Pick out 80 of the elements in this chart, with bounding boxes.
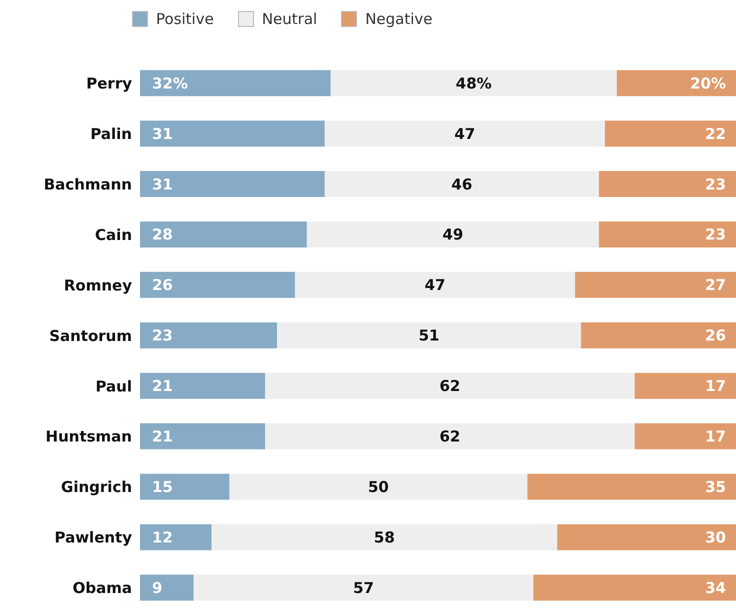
data-label: 35 [705, 478, 726, 496]
bar [277, 322, 582, 348]
data-label: 62 [439, 377, 460, 396]
data-label: 9 [152, 578, 162, 597]
data-label: 28 [152, 226, 173, 244]
bar [533, 574, 736, 601]
data-label: 51 [418, 326, 440, 345]
bar [330, 70, 617, 96]
y-tick-label: Pawlenty [54, 528, 132, 547]
legend-label: Positive [155, 10, 214, 28]
bar [229, 474, 528, 500]
bar [616, 70, 736, 96]
data-label: 62 [439, 428, 460, 446]
data-label: 23 [705, 175, 726, 194]
bar [581, 322, 736, 348]
bar [557, 524, 736, 550]
bar [140, 171, 325, 198]
data-label: 12 [152, 528, 173, 546]
data-label: 34 [705, 578, 726, 597]
bar [194, 574, 534, 601]
bar [265, 372, 635, 399]
bar [324, 120, 605, 147]
data-label: 31 [152, 124, 173, 143]
data-label: 15 [152, 478, 173, 496]
bar [140, 524, 212, 550]
y-tick-label: Palin [90, 125, 132, 144]
bar [140, 120, 325, 147]
data-label: 21 [152, 428, 173, 446]
data-label: 57 [353, 578, 374, 597]
data-label: 21 [152, 377, 173, 396]
data-label: 17 [705, 428, 726, 446]
bar [140, 70, 331, 96]
data-label: 32% [152, 74, 188, 92]
legend-label: Neutral [260, 10, 318, 28]
bar [140, 574, 194, 601]
bar [140, 322, 278, 348]
y-tick-label: Cain [95, 226, 132, 244]
y-tick-label: Paul [95, 377, 132, 396]
data-label: 48% [456, 74, 492, 92]
bar [598, 221, 736, 248]
bar [634, 423, 736, 450]
data-label: 17 [705, 377, 726, 396]
bar [140, 423, 266, 450]
y-tick-label: Huntsman [46, 428, 132, 446]
data-label: 50 [368, 478, 389, 496]
data-label: 47 [424, 276, 446, 294]
data-label: 23 [152, 326, 173, 345]
data-label: 26 [152, 276, 173, 294]
bar [140, 372, 266, 399]
y-tick-label: Gingrich [61, 478, 132, 496]
bar [265, 423, 635, 450]
data-label: 20% [690, 74, 726, 92]
bar [575, 272, 736, 298]
bar [527, 474, 736, 500]
bar [604, 120, 736, 147]
y-tick-label: Obama [72, 579, 132, 598]
y-tick-label: Bachmann [44, 175, 132, 194]
data-label: 31 [152, 175, 173, 194]
y-tick-label: Romney [64, 276, 132, 294]
bar [140, 474, 230, 500]
data-label: 27 [705, 276, 726, 294]
data-label: 47 [454, 124, 476, 143]
y-tick-label: Santorum [49, 326, 132, 345]
data-label: 49 [442, 226, 464, 244]
legend-label: Negative [364, 10, 433, 28]
data-label: 23 [705, 226, 726, 244]
data-label: 46 [451, 175, 472, 194]
data-label: 30 [705, 528, 726, 546]
bar [634, 372, 736, 399]
data-label: 22 [705, 124, 726, 143]
bar [140, 272, 295, 298]
data-label: 58 [374, 528, 395, 546]
data-label: 26 [705, 326, 726, 345]
y-tick-label: Perry [86, 74, 132, 93]
bar [212, 524, 558, 550]
bar [324, 171, 599, 198]
bar [306, 221, 599, 248]
bar [598, 171, 736, 198]
bar [294, 272, 576, 298]
bar [140, 221, 307, 248]
